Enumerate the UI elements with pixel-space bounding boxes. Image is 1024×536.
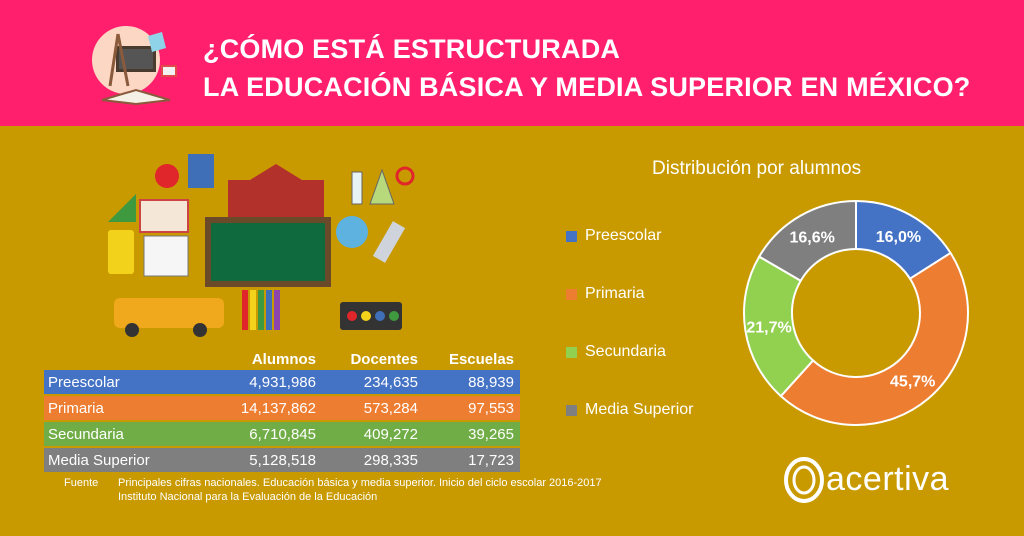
header-docentes: Docentes	[350, 351, 418, 368]
donut-chart: 16,0% 45,7% 21,7% 16,6%	[743, 199, 969, 426]
cell-escuelas: 17,723	[468, 451, 514, 469]
table-row: Preescolar 4,931,986 234,635 88,939	[44, 370, 520, 394]
school-supplies-illustration	[108, 154, 415, 337]
slice-label: 45,7%	[890, 373, 935, 390]
row-label: Media Superior	[48, 451, 150, 469]
table-row: Media Superior 5,128,518 298,335 17,723	[44, 448, 520, 472]
cell-alumnos: 5,128,518	[249, 451, 316, 469]
slice-label: 16,0%	[876, 229, 921, 246]
cell-alumnos: 6,710,845	[249, 425, 316, 443]
table-header: Alumnos Docentes Escuelas	[44, 344, 520, 370]
page-title: ¿CÓMO ESTÁ ESTRUCTURADA LA EDUCACIÓN BÁS…	[203, 30, 970, 106]
legend-item-primaria: Primaria	[566, 282, 694, 306]
cell-alumnos: 4,931,986	[249, 373, 316, 391]
acertiva-logo-icon	[784, 457, 824, 503]
table-row: Secundaria 6,710,845 409,272 39,265	[44, 422, 520, 446]
title-line-1: ¿CÓMO ESTÁ ESTRUCTURADA	[203, 34, 621, 64]
source-line-2: Instituto Nacional para la Evaluación de…	[118, 491, 378, 503]
legend-item-media-superior: Media Superior	[566, 398, 694, 422]
acertiva-logo: acertiva	[782, 456, 966, 504]
data-table: Alumnos Docentes Escuelas Preescolar 4,9…	[44, 344, 520, 474]
cell-escuelas: 88,939	[468, 373, 514, 391]
legend-swatch	[566, 230, 577, 242]
cell-escuelas: 39,265	[468, 425, 514, 443]
legend-item-secundaria: Secundaria	[566, 340, 694, 364]
chart-legend: Preescolar Primaria Secundaria Media Sup…	[566, 224, 694, 456]
row-label: Preescolar	[48, 373, 120, 391]
row-label: Primaria	[48, 399, 104, 417]
header-escuelas: Escuelas	[448, 351, 514, 368]
legend-item-preescolar: Preescolar	[566, 224, 694, 248]
legend-swatch	[566, 404, 577, 416]
source-label: Fuente	[64, 477, 99, 489]
legend-label: Preescolar	[585, 227, 662, 244]
donut-slice-primaria	[779, 251, 969, 426]
brand-name: acertiva	[826, 460, 950, 498]
cell-docentes: 573,284	[363, 399, 418, 417]
chart-title: Distribución por alumnos	[652, 158, 862, 179]
table-row: Primaria 14,137,862 573,284 97,553	[44, 396, 520, 420]
slice-label: 21,7%	[746, 319, 791, 336]
legend-swatch	[566, 288, 577, 300]
legend-label: Secundaria	[585, 343, 666, 360]
cell-docentes: 409,272	[363, 425, 418, 443]
header-alumnos: Alumnos	[251, 351, 316, 368]
legend-swatch	[566, 346, 577, 358]
slice-label: 16,6%	[789, 230, 834, 247]
legend-label: Primaria	[585, 285, 645, 302]
classroom-icon	[92, 26, 177, 106]
cell-alumnos: 14,137,862	[240, 399, 316, 417]
title-line-2: LA EDUCACIÓN BÁSICA Y MEDIA SUPERIOR EN …	[203, 72, 971, 102]
row-label: Secundaria	[48, 425, 124, 443]
legend-label: Media Superior	[585, 401, 694, 418]
cell-escuelas: 97,553	[468, 399, 514, 417]
cell-docentes: 298,335	[363, 451, 418, 469]
donut-slice-media-superior	[757, 199, 857, 283]
source-line-1: Principales cifras nacionales. Educación…	[118, 477, 602, 489]
source-note: Fuente Principales cifras nacionales. Ed…	[64, 476, 602, 504]
header-banner: ¿CÓMO ESTÁ ESTRUCTURADA LA EDUCACIÓN BÁS…	[0, 0, 1024, 126]
cell-docentes: 234,635	[363, 373, 418, 391]
